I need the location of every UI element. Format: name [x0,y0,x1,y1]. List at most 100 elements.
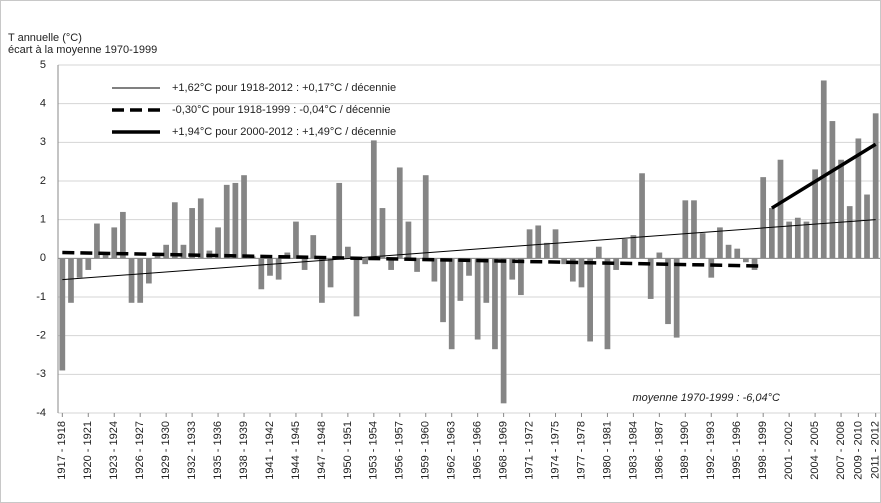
bar [336,182,343,259]
bar [474,258,481,340]
bar [509,258,516,280]
bar [180,244,187,259]
bar [794,217,801,259]
bar [466,258,472,276]
bar [223,184,230,259]
x-tick-label: 1959 - 1960 [420,421,432,480]
y-tick-label: 3 [40,136,46,148]
legend-label: -0,30°C pour 1918-1999 : -0,04°C / décen… [172,104,391,116]
bar [691,200,697,259]
bar [310,235,317,259]
y-tick-label: 1 [40,214,46,226]
bar [197,198,204,259]
x-tick-label: 2009 - 2010 [852,421,864,480]
bar [111,227,118,259]
bar [544,242,550,259]
x-tick-label: 1962 - 1963 [446,421,458,480]
annotation: moyenne 1970-1999 : -6,04°C [633,392,781,404]
bar [846,206,853,259]
bar [258,258,265,290]
bar [353,258,360,317]
y-axis-label: T annuelle (°C) [8,32,82,44]
x-tick-label: 2001 - 2002 [783,421,795,480]
y-tick-label: 5 [40,59,46,71]
y-tick-label: 2 [40,175,46,187]
bar [405,221,412,259]
bar [621,239,628,259]
trend-line [770,142,877,210]
bar [128,258,135,303]
x-tick-label: 1917 - 1918 [56,421,68,480]
bar [362,258,369,265]
bar [673,258,680,338]
bar [241,175,247,259]
bar [768,208,775,259]
bar [137,258,144,303]
bar [483,258,490,303]
bar [518,258,524,296]
bar [232,182,239,259]
legend-label: +1,62°C pour 1918-2012 : +0,17°C / décen… [172,82,396,94]
bar [388,258,394,270]
bar [820,80,827,259]
bar [500,258,507,404]
x-tick-label: 1989 - 1990 [679,421,691,480]
bar [163,244,170,259]
x-tick-label: 1941 - 1942 [264,421,276,480]
bar [647,258,654,299]
bar [431,258,438,282]
y-axis-label: écart à la moyenne 1970-1999 [8,44,157,56]
x-tick-label: 1923 - 1924 [108,421,120,480]
bar [145,258,152,284]
bar [120,211,126,259]
bar [665,258,671,325]
bar [189,208,195,259]
bar [327,258,334,288]
bar [786,221,793,259]
bar [379,208,386,259]
bar [85,258,92,270]
trend-line [62,219,876,281]
x-tick-label: 1977 - 1978 [575,421,587,480]
x-tick-label: 2011 - 2012 [870,421,881,479]
x-tick-label: 2004 - 2005 [809,421,821,480]
x-tick-label: 1986 - 1987 [653,421,665,480]
bar [94,223,100,259]
bar [319,258,325,303]
bar [552,229,559,259]
x-tick-label: 1980 - 1981 [601,421,613,480]
bar [699,233,706,259]
bar [293,221,299,259]
bar [630,235,637,259]
bar [855,138,862,259]
bar [872,113,879,259]
x-tick-label: 1971 - 1972 [523,421,535,480]
x-tick-label: 1929 - 1930 [160,421,172,480]
bar [777,159,784,259]
bar [414,258,420,272]
x-tick-label: 1992 - 1993 [705,421,717,480]
bar [448,258,455,350]
bar [535,225,542,259]
bar [569,258,576,282]
bar [267,258,273,276]
x-tick-label: 1950 - 1951 [342,421,354,480]
bar [829,121,836,259]
x-tick-label: 1968 - 1969 [498,421,510,480]
y-tick-label: -3 [36,368,46,380]
bar [734,248,741,259]
bar [396,167,403,259]
x-tick-label: 1926 - 1927 [134,421,146,480]
bar [613,258,619,270]
bar [171,202,178,259]
x-tick-label: 1956 - 1957 [394,421,406,480]
y-tick-label: -1 [36,291,46,303]
bar [370,140,377,259]
bar [578,258,585,288]
x-tick-label: 1944 - 1945 [290,421,302,480]
x-tick-label: 1998 - 1999 [757,421,769,480]
trend-line [62,250,764,268]
bar [422,175,429,259]
bar [154,254,161,259]
